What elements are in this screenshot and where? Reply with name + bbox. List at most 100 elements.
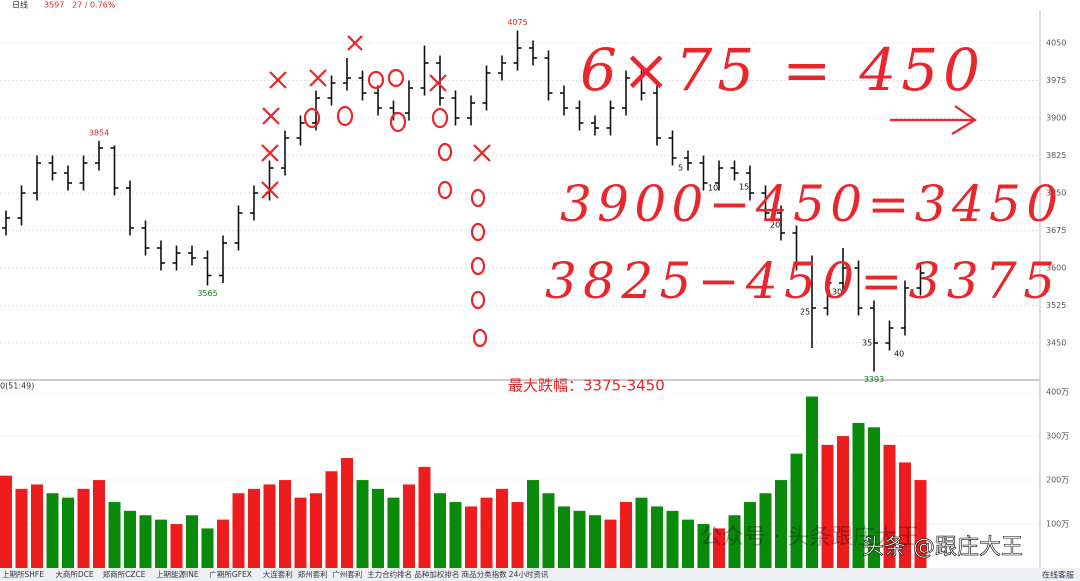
y-tick-label: 3975 — [1046, 76, 1066, 85]
annotation: 3825−450=3375 — [545, 252, 1055, 310]
tabs: 上期所SHFE 大商所DCE 郑商所CZCE 上期能源INE 广期所GFEX 大连套利 郑州… — [2, 569, 549, 579]
volume-bar — [527, 480, 539, 568]
annotation: 3900−450=3450 — [560, 175, 1058, 233]
volume-bar — [434, 493, 446, 568]
price: 3597 — [44, 1, 64, 10]
volume-bar — [604, 519, 617, 568]
header: 日线 3597 27 / 0.76% — [12, 0, 116, 10]
tab[interactable]: 品种加权排名 — [414, 569, 459, 579]
volume-bar — [232, 493, 245, 568]
volume-label: 0(51:49) — [0, 382, 34, 391]
watermark: 公众号 · 头条跟庄大王 头条 @跟庄大王 — [700, 525, 1023, 560]
tab[interactable]: 大商所DCE — [55, 569, 94, 579]
volume-bar — [465, 506, 477, 568]
tab[interactable]: 上期能源INE — [156, 569, 199, 579]
count-label: 20 — [770, 221, 780, 230]
volume-bar — [682, 519, 694, 568]
count-label: 40 — [894, 350, 904, 359]
y-tick-label: 100万 — [1046, 520, 1069, 529]
volume-bar — [263, 484, 276, 568]
watermark-text: 头条 @跟庄大王 — [862, 535, 1023, 560]
volume-bar — [744, 502, 756, 568]
low-label: 3565 — [197, 289, 217, 298]
high-label: 4075 — [507, 18, 527, 27]
volume-bar — [449, 502, 462, 568]
volume-bar — [325, 471, 338, 568]
volume-bar — [542, 493, 555, 568]
tab[interactable]: 广期所GFEX — [209, 569, 252, 579]
volume-bar — [620, 502, 632, 568]
volume-bar — [806, 396, 818, 568]
y-tick-label: 200万 — [1046, 476, 1069, 485]
volume-bar — [77, 488, 90, 568]
volume-bar — [46, 493, 59, 568]
y-tick-label: 3675 — [1046, 226, 1066, 235]
period[interactable]: 日线 — [12, 0, 28, 10]
volume-bar — [666, 510, 679, 568]
tab[interactable]: 大连套利 — [263, 569, 293, 579]
volume-bar — [837, 436, 849, 568]
volume-bar — [480, 497, 493, 568]
volume-bar — [217, 519, 229, 568]
volume-bar — [279, 480, 291, 568]
tab[interactable]: 商品分类指数 — [462, 569, 507, 579]
bar-counts: 5 10 15 20 25 30 35 40 — [678, 164, 904, 359]
service[interactable]: 在线客服 — [1042, 570, 1074, 580]
volume-bar — [31, 484, 43, 568]
volume-bar — [651, 506, 663, 568]
volume-bar — [852, 422, 865, 568]
volume-bar — [201, 528, 214, 568]
hand-marks — [261, 35, 978, 348]
volume-bar — [387, 497, 400, 568]
volume-bar — [139, 515, 152, 568]
volume-bar — [418, 466, 431, 568]
y-tick-label: 4050 — [1046, 39, 1066, 48]
volume-bar — [728, 515, 741, 568]
volume-bar — [883, 444, 896, 568]
volume-bar — [248, 488, 260, 568]
count-label: 5 — [678, 164, 683, 173]
volume-bar — [403, 484, 415, 568]
watermark-text: 公众号 · 头条跟庄大王 — [700, 525, 919, 550]
volume-bar — [573, 510, 586, 568]
y-tick-label: 3600 — [1046, 264, 1066, 273]
volume-bar — [868, 427, 880, 568]
volume-bar — [821, 444, 834, 568]
tab[interactable]: 郑商所CZCE — [103, 569, 146, 579]
count-label: 15 — [739, 183, 749, 192]
y-tick-label: 3525 — [1046, 301, 1066, 310]
count-label: 35 — [862, 339, 872, 348]
volume-bar — [496, 488, 508, 568]
volume-bar — [759, 493, 772, 568]
count-label: 30 — [832, 288, 842, 297]
change: 27 / 0.76% — [72, 1, 116, 10]
volume-bar — [914, 480, 927, 568]
volume-bar — [635, 497, 648, 568]
tab[interactable]: 广州套利 — [332, 569, 362, 579]
volume-bar — [93, 480, 105, 568]
volume-bar — [790, 453, 803, 568]
tab[interactable]: 郑州套利 — [298, 569, 328, 579]
volume-bar — [294, 497, 307, 568]
volume-bar — [155, 519, 167, 568]
y-tick-label: 3825 — [1046, 151, 1066, 160]
count-label: 25 — [800, 308, 810, 317]
volume-bar — [186, 515, 198, 568]
y-tick-label: 400万 — [1046, 388, 1069, 397]
volume-bar — [697, 524, 710, 568]
caption: 最大跌幅：3375-3450 — [508, 377, 665, 395]
volume-bar — [124, 510, 136, 568]
volume-bar — [372, 488, 384, 568]
tab-bar — [0, 568, 1080, 581]
tab[interactable]: 24小时资讯 — [509, 569, 549, 579]
tab[interactable]: 主力合约排名 — [367, 569, 412, 579]
count-label: 10 — [708, 184, 718, 193]
volume-bar — [356, 480, 369, 568]
y-tick-label: 3450 — [1046, 339, 1066, 348]
volume-bar — [108, 502, 121, 568]
volume-bar — [713, 528, 725, 568]
volume-bar — [310, 493, 322, 568]
tab[interactable]: 上期所SHFE — [2, 569, 44, 579]
